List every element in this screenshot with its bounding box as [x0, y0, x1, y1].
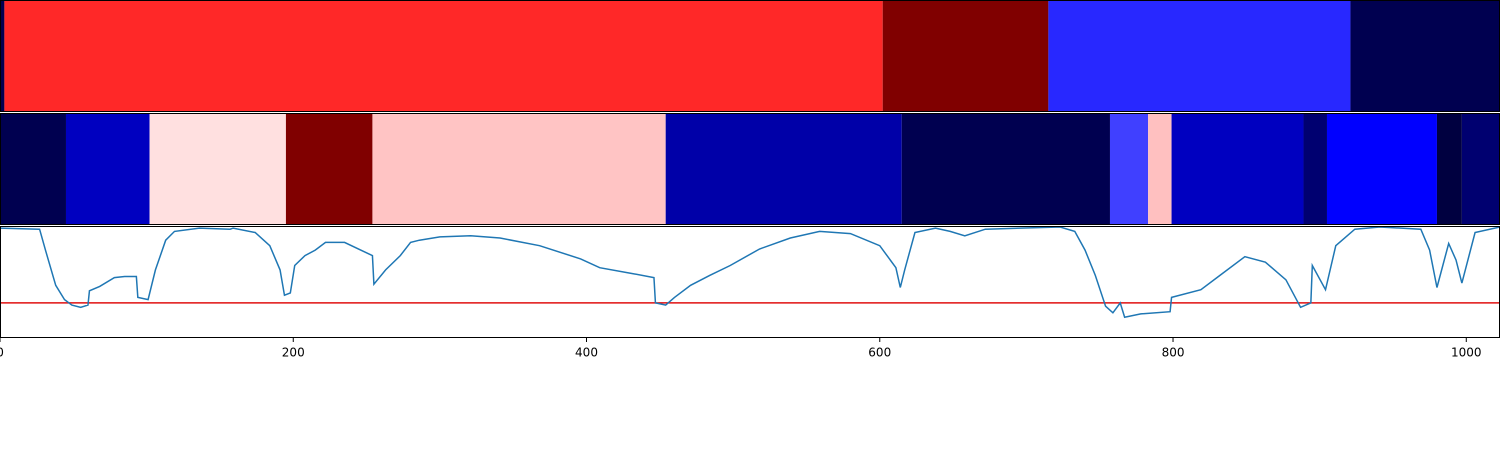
line	[0, 226, 1500, 319]
segment	[285, 113, 373, 225]
segment	[372, 113, 666, 225]
segment	[1171, 113, 1304, 225]
segment	[65, 113, 150, 225]
segment	[1436, 113, 1462, 225]
segment	[1048, 0, 1351, 112]
segment	[0, 0, 5, 112]
segment	[4, 0, 883, 112]
x-tick-label: 200	[282, 346, 305, 360]
segment	[901, 113, 1110, 225]
segment	[1109, 113, 1149, 225]
segment	[1326, 113, 1437, 225]
segment	[149, 113, 286, 225]
x-tick-label: 1000	[1451, 346, 1482, 360]
x-tick-label: 600	[868, 346, 891, 360]
segment	[1350, 0, 1500, 112]
segment	[0, 113, 66, 225]
x-tick-label: 800	[1162, 346, 1185, 360]
segment	[1461, 113, 1500, 225]
segment	[1148, 113, 1172, 225]
segment	[882, 0, 1049, 112]
panel-frame	[0, 226, 1500, 338]
x-tick-label: 0	[0, 346, 4, 360]
segment	[665, 113, 902, 225]
x-tick-label: 400	[575, 346, 598, 360]
segment	[1303, 113, 1327, 225]
